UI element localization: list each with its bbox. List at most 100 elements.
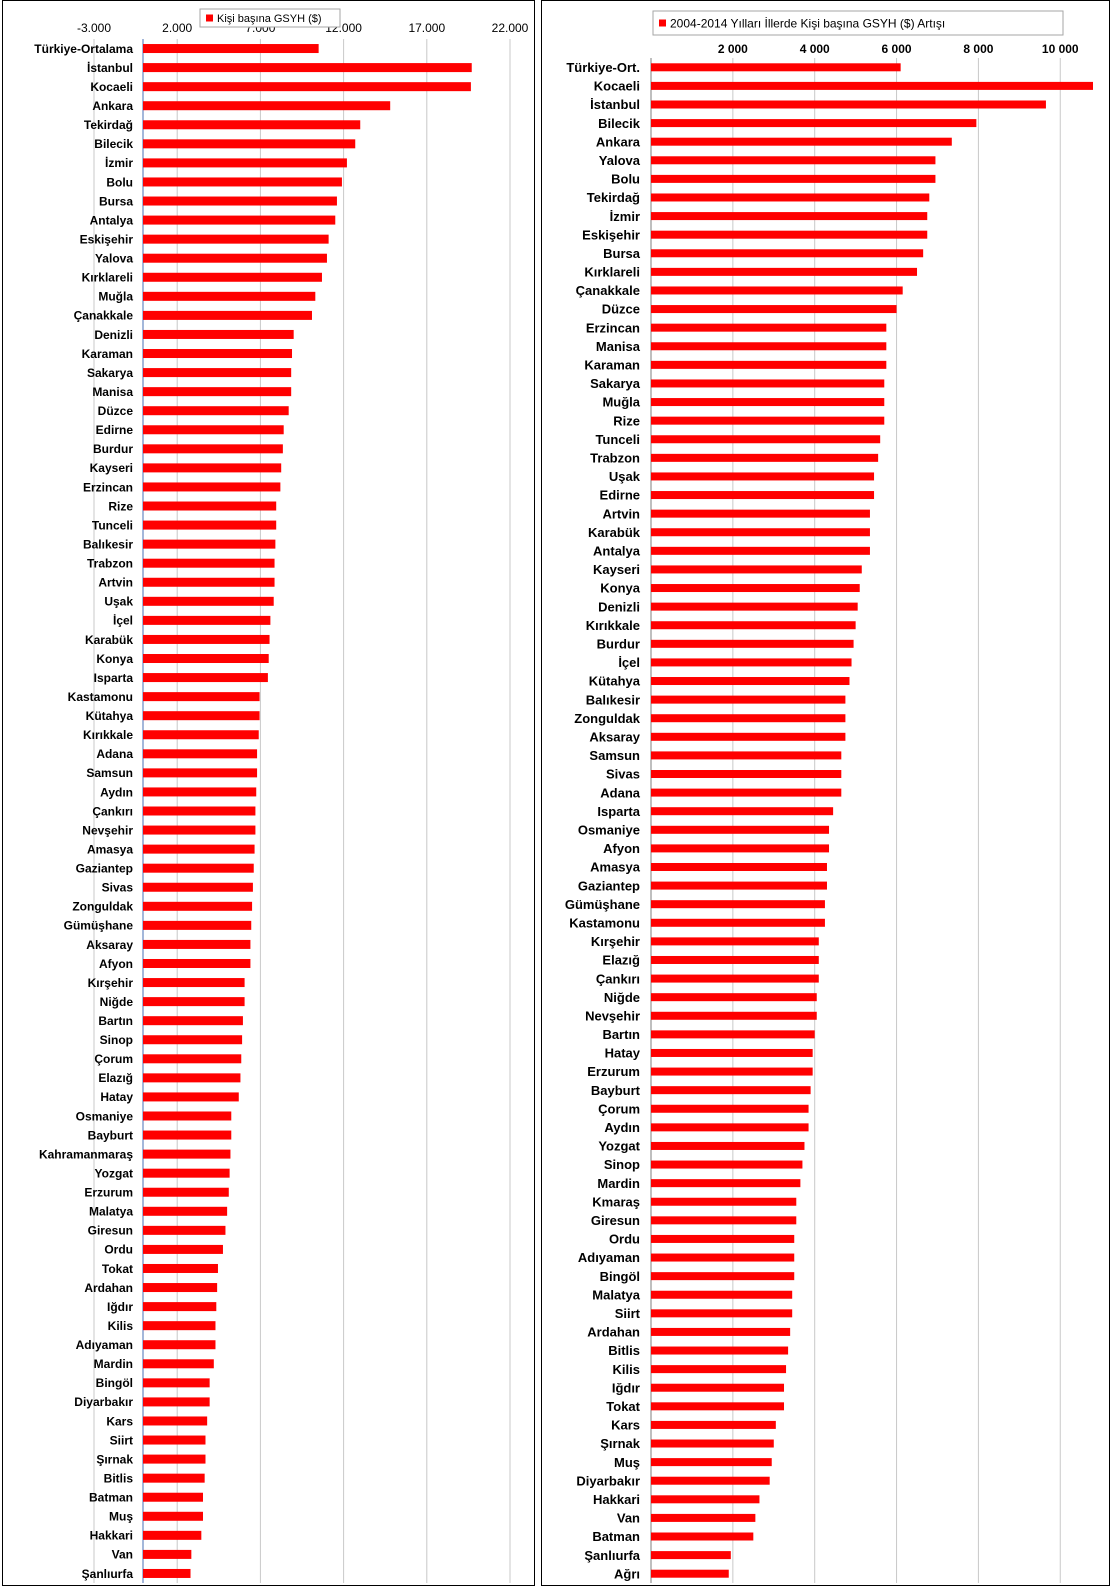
category-label: Bitlis (608, 1343, 640, 1358)
category-label: Eskişehir (80, 232, 134, 246)
bar (651, 193, 930, 202)
bar (651, 900, 825, 909)
bar (651, 100, 1046, 109)
legend-box (199, 8, 341, 28)
category-label: Kars (106, 1414, 133, 1428)
category-label: Trabzon (87, 557, 133, 571)
bar (651, 639, 854, 648)
bar (143, 1511, 203, 1521)
category-label: Van (112, 1548, 133, 1562)
bar (143, 692, 260, 702)
category-label: Gaziantep (578, 878, 640, 893)
category-label: Hatay (605, 1046, 641, 1061)
category-label: Kırklareli (82, 271, 133, 285)
bar (651, 937, 819, 946)
category-label: Gaziantep (76, 862, 133, 876)
bar (651, 1402, 785, 1411)
category-label: Kütahya (589, 674, 641, 689)
bar (651, 1365, 787, 1374)
category-label: Şanlıurfa (82, 1567, 134, 1581)
bar (651, 1495, 760, 1504)
category-label: Muş (109, 1510, 133, 1524)
bar (651, 751, 842, 760)
bar (651, 230, 928, 239)
bar (143, 520, 277, 530)
bar (143, 1111, 232, 1121)
bar (651, 825, 830, 834)
bar (651, 360, 887, 369)
bar (651, 862, 827, 871)
category-label: Şırnak (96, 1452, 133, 1466)
category-label: Bilecik (598, 116, 641, 131)
x-tick-label: 2.000 (162, 21, 192, 35)
bar (143, 215, 336, 225)
bar (143, 329, 294, 339)
category-label: Bolu (106, 175, 133, 189)
category-label: Denizli (598, 599, 640, 614)
bar (651, 174, 936, 183)
bar (651, 1104, 809, 1113)
category-label: Kırklareli (584, 265, 640, 280)
category-label: Kastamonu (68, 690, 133, 704)
category-label: Bartın (602, 1027, 640, 1042)
category-label: Afyon (603, 841, 640, 856)
category-label: Ordu (609, 1232, 640, 1247)
category-label: Sakarya (87, 366, 133, 380)
category-label: Yozgat (598, 1139, 640, 1154)
category-label: Karabük (85, 633, 133, 647)
category-label: Çankırı (92, 804, 133, 818)
category-label: Ankara (596, 134, 641, 149)
bar (651, 342, 887, 351)
category-label: Ordu (104, 1243, 133, 1257)
category-label: Erzurum (587, 1064, 640, 1079)
category-label: Ardahan (84, 1281, 133, 1295)
bar (143, 1473, 205, 1483)
category-label: Yozgat (95, 1166, 133, 1180)
category-label: Balıkesir (83, 537, 133, 551)
bar (651, 1011, 817, 1020)
category-label: Edirne (96, 423, 134, 437)
bar (143, 882, 253, 892)
bar (651, 398, 885, 407)
bar (143, 1492, 203, 1502)
category-label: Erzurum (84, 1186, 133, 1200)
bar (651, 1253, 795, 1262)
bar (651, 528, 870, 537)
bar (143, 1035, 243, 1045)
category-label: Ağrı (614, 1566, 640, 1581)
bar (143, 825, 256, 835)
bar (651, 1141, 805, 1150)
category-label: Isparta (597, 804, 640, 819)
bar (143, 768, 258, 778)
category-label: İçel (618, 655, 640, 670)
bar (143, 63, 472, 73)
category-label: Türkiye-Ort. (566, 60, 640, 75)
category-label: Niğde (100, 995, 134, 1009)
category-label: Amasya (590, 860, 641, 875)
category-label: Çorum (598, 1101, 640, 1116)
category-label: Kırıkkale (586, 618, 640, 633)
bar (143, 1130, 232, 1140)
category-label: Manisa (92, 385, 133, 399)
bar (143, 272, 322, 282)
bar (651, 1346, 789, 1355)
bar (143, 749, 258, 759)
bar (651, 918, 825, 927)
x-tick-label: 8 000 (963, 42, 993, 56)
category-label: Adıyaman (578, 1250, 640, 1265)
bar (651, 1420, 776, 1429)
category-label: Kocaeli (90, 80, 133, 94)
category-label: Adıyaman (76, 1338, 133, 1352)
bar (143, 1454, 206, 1464)
category-label: Rize (108, 499, 133, 513)
bar (143, 234, 329, 244)
category-label: Mardin (597, 1176, 640, 1191)
bar (143, 1168, 230, 1178)
category-label: İzmir (610, 209, 640, 224)
bar (651, 1067, 813, 1076)
bar (143, 1206, 228, 1216)
category-label: Eskişehir (582, 227, 640, 242)
legend-swatch (659, 19, 666, 27)
category-label: Samsun (589, 748, 640, 763)
bar (143, 920, 252, 930)
